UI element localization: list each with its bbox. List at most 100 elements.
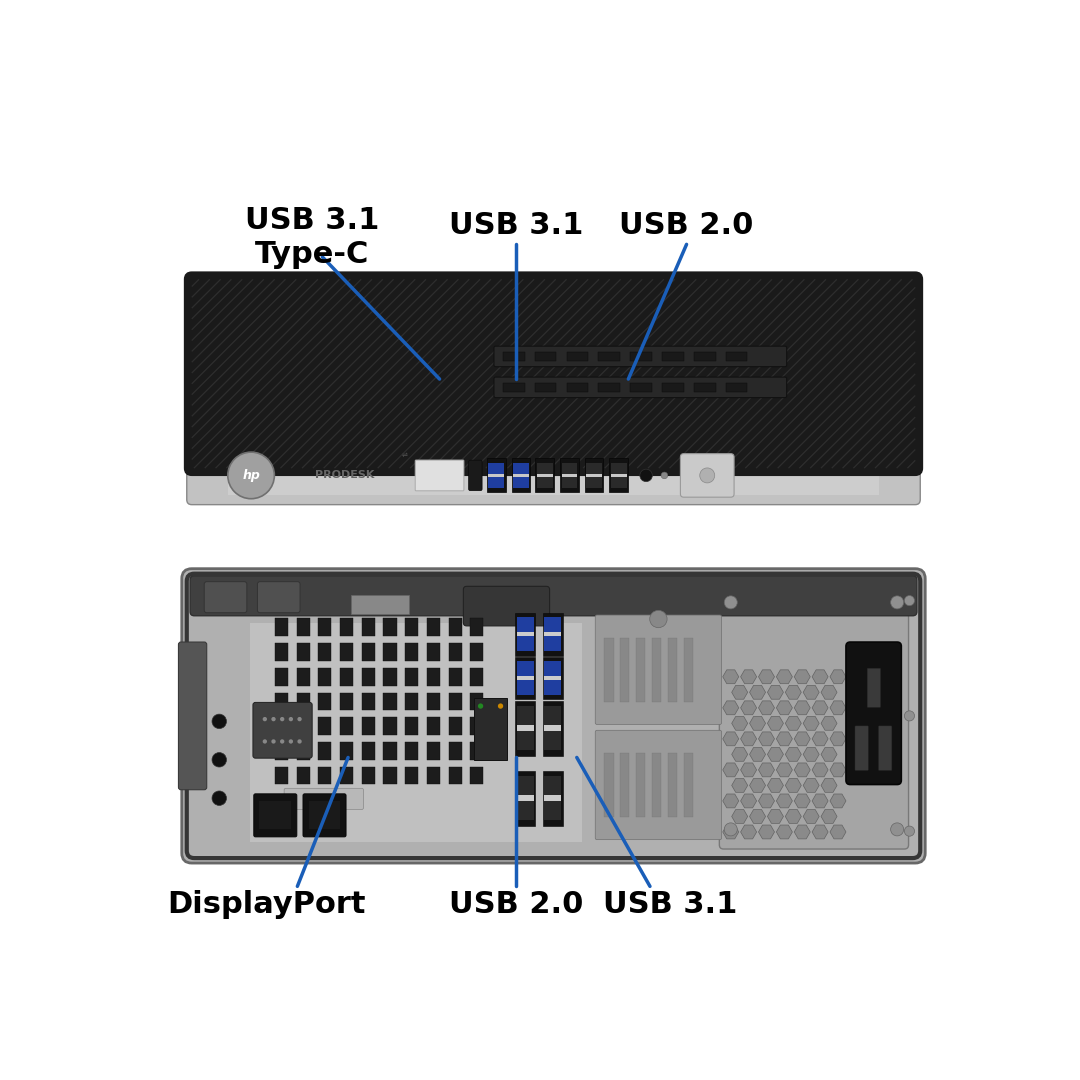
Bar [448,619,461,636]
Polygon shape [768,779,783,793]
Bar [448,644,461,661]
Bar [362,692,375,711]
FancyBboxPatch shape [253,702,312,758]
Polygon shape [804,747,819,761]
Bar [383,667,396,686]
Bar [610,462,626,488]
Polygon shape [731,716,747,730]
Bar [405,644,418,661]
Bar [297,619,310,636]
Bar [275,644,288,661]
FancyBboxPatch shape [303,794,346,837]
Bar [609,458,627,492]
Bar [516,661,534,696]
Polygon shape [804,779,819,793]
Bar [319,619,332,636]
Bar [275,767,288,784]
Bar [662,352,684,361]
Polygon shape [731,779,747,793]
Bar [726,383,747,392]
Bar [667,638,677,702]
Bar [297,644,310,661]
FancyBboxPatch shape [469,460,482,490]
Bar [567,383,589,392]
Polygon shape [777,701,793,715]
Polygon shape [750,747,766,761]
FancyBboxPatch shape [595,615,721,725]
Bar [427,742,440,760]
Bar [470,742,484,760]
Bar [340,644,353,661]
Polygon shape [723,794,739,808]
FancyBboxPatch shape [186,273,921,474]
Bar [542,613,563,656]
Circle shape [212,753,227,767]
Bar [536,458,554,492]
FancyBboxPatch shape [595,730,721,839]
Polygon shape [785,747,801,761]
Text: USB 2.0: USB 2.0 [619,211,754,240]
FancyBboxPatch shape [719,583,908,849]
Bar [470,692,484,711]
Circle shape [725,596,738,609]
Bar [259,801,292,829]
Bar [383,692,396,711]
Bar [598,383,620,392]
Bar [693,352,716,361]
Bar [297,742,310,760]
Bar [340,717,353,735]
Polygon shape [741,670,757,684]
FancyBboxPatch shape [680,454,734,497]
Bar [516,632,534,636]
Bar [351,595,409,615]
Polygon shape [785,810,801,823]
Bar [340,667,353,686]
Bar [652,638,661,702]
Bar [693,383,716,392]
Polygon shape [758,670,774,684]
Bar [516,706,534,751]
Bar [515,613,536,656]
Bar [448,717,461,735]
Polygon shape [731,810,747,823]
Circle shape [891,823,904,836]
Bar [340,742,353,760]
Bar [427,767,440,784]
Text: USB 3.1: USB 3.1 [603,890,738,919]
Bar [542,657,563,700]
Polygon shape [785,686,801,699]
Polygon shape [768,810,783,823]
Bar [620,753,630,816]
Bar [561,458,579,492]
FancyBboxPatch shape [494,377,786,397]
Bar [319,667,332,686]
Bar [604,753,613,816]
Circle shape [228,453,274,499]
Polygon shape [794,670,810,684]
Bar [544,618,562,651]
Polygon shape [804,686,819,699]
Bar [405,667,418,686]
Bar [535,352,556,361]
Circle shape [297,717,301,721]
Circle shape [904,595,915,606]
Polygon shape [723,732,739,746]
Polygon shape [821,810,837,823]
Circle shape [262,740,267,744]
Bar [470,667,484,686]
Polygon shape [831,825,846,839]
Bar [383,717,396,735]
Polygon shape [723,701,739,715]
Bar [275,619,288,636]
Polygon shape [777,794,793,808]
Circle shape [650,610,667,627]
Bar [297,767,310,784]
Bar [631,352,652,361]
Bar [662,383,684,392]
Bar [275,742,288,760]
Polygon shape [741,701,757,715]
Polygon shape [758,794,774,808]
Bar [537,474,553,476]
Bar [427,717,440,735]
Bar [586,462,602,488]
